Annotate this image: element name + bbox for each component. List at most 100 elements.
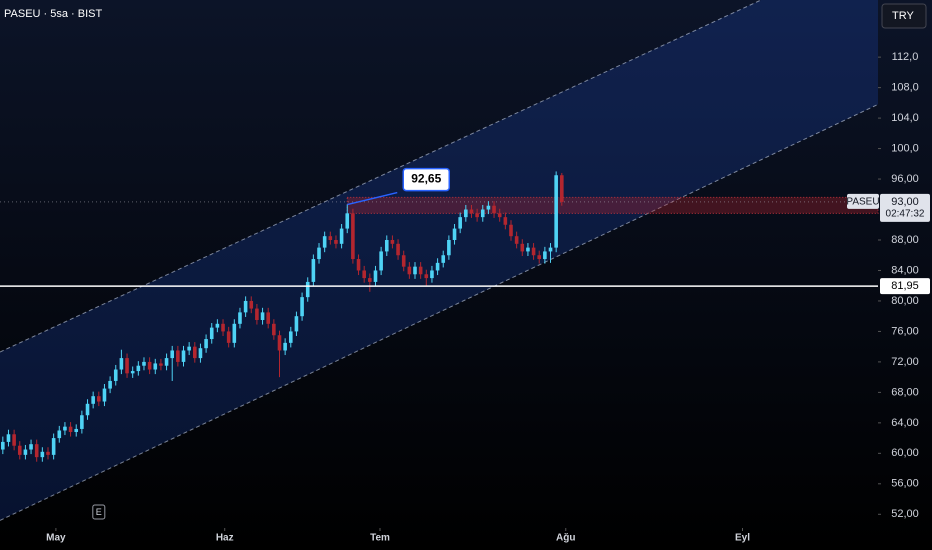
candle-body [362,270,366,279]
candle-body [322,236,327,248]
candle-body [102,388,107,402]
candle-body [153,363,158,370]
candle-body [266,312,270,324]
candle-body [424,274,429,279]
candle-body [91,396,95,404]
candle-body [334,240,338,244]
candle-body [305,281,310,298]
candle-body [311,259,316,282]
candle-body [1,441,5,450]
y-tick-label: 56,00 [891,478,919,490]
y-tick-label: 100,0 [891,142,919,154]
support-label: 81,95 [891,280,919,292]
candle-body [125,358,129,374]
channel-line [0,0,763,353]
callout-box [402,167,450,192]
candle-body [255,308,259,320]
candle-body [401,255,406,267]
candle-body [384,240,389,252]
candle-body [12,434,16,446]
candle-body [97,396,101,402]
candle-body [164,358,169,366]
candle-body [543,251,547,260]
candle-body [560,175,564,202]
currency-box[interactable] [881,3,927,29]
candle-body [243,300,248,313]
candle-body [226,331,231,343]
last-price-box [880,193,930,222]
candle-body [554,175,558,248]
candle-body [238,312,242,324]
candle-body [531,247,536,256]
last-price-label: 93,00 [891,196,919,208]
candle-body [221,323,225,332]
candle-body [192,346,197,359]
y-tick-label: 64,00 [891,417,919,429]
candle-body [458,217,462,229]
candle-body [464,209,468,218]
candle-body [407,266,412,275]
channel-line [0,103,879,521]
candle-body [215,323,220,328]
candle-body [475,213,479,218]
candle-body [85,403,90,416]
candle-body [520,243,525,252]
callout-label: 92,65 [411,172,441,186]
channel-fill [0,0,878,521]
candle-body [23,449,28,455]
y-tick-label: 88,00 [891,234,919,246]
candle-body [480,209,485,218]
candle-body [328,236,333,240]
candle-body [469,209,474,214]
candle-body [288,331,293,343]
plot-area: 92,65 E [0,0,879,521]
chart-title: PASEU · 5sa · BIST [4,8,102,20]
candle-body [447,240,451,256]
candle-body [509,224,513,237]
candle-body [390,240,395,244]
y-tick-label: 96,00 [891,173,919,185]
symbol-label: PASEU [846,197,879,208]
y-tick-label: 112,0 [892,51,919,63]
candle-body [170,350,175,359]
candle-body [514,236,519,244]
y-tick-label: 76,00 [891,325,919,337]
candle-body [6,434,11,442]
x-tick-label: Ağu [556,533,575,544]
x-tick-label: Eyl [735,533,750,544]
candle-body [441,255,446,263]
candle-body [283,342,287,351]
y-tick-label: 72,00 [891,356,919,368]
y-tick-label: 108,0 [891,82,919,94]
candle-body [368,278,372,282]
x-tick-label: Haz [216,533,234,544]
countdown: 02:47:32 [886,209,925,220]
y-tick-label: 80,00 [891,295,919,307]
candle-body [345,213,350,229]
candle-body [204,339,208,349]
y-tick-label: 60,00 [891,447,919,459]
event-marker [92,504,106,520]
candle-body [68,426,73,432]
candle-body [272,323,276,336]
candle-body [232,323,237,343]
candle-body [396,243,400,256]
x-tick-label: May [46,533,66,544]
candle-body [413,266,417,275]
candle-body [113,369,118,381]
candle-body [526,247,530,252]
candle-body [181,350,186,362]
currency[interactable]: TRY [892,10,914,22]
y-tick-label: 104,0 [891,112,919,124]
candle-body [294,316,299,332]
candle-body [492,205,496,214]
candle-body [356,259,361,271]
callout-pointer [347,191,398,206]
candle-body [108,380,112,389]
candle-body [159,363,163,366]
candle-body [430,270,434,279]
candle-body [435,262,440,271]
candle-body [63,426,67,431]
candle-body [351,213,355,260]
